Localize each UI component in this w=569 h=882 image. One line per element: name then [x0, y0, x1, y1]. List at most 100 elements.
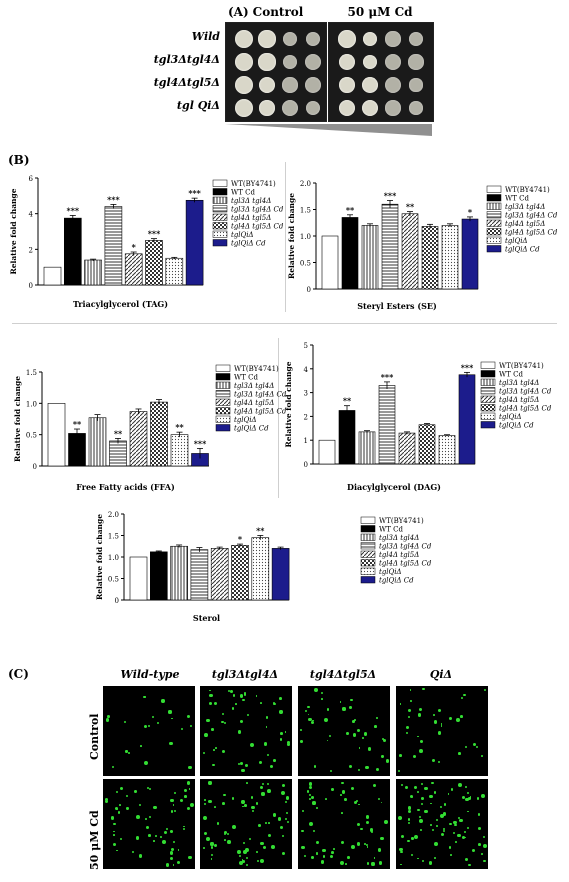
fluorescent-cell: [115, 807, 119, 811]
legend-label: WT Cd: [379, 526, 403, 534]
fluorescent-cell: [462, 795, 466, 799]
fluorescent-cell: [440, 813, 445, 818]
divider-top: [285, 162, 286, 312]
significance-mark: *: [132, 242, 137, 252]
fluorescent-cell: [208, 781, 212, 785]
legend-label: tgl3Δ tgl4Δ: [505, 203, 545, 211]
fluorescent-cell: [465, 798, 469, 802]
legend-label: tglQiΔ: [499, 413, 522, 421]
fluorescent-cell: [348, 706, 352, 709]
chart-title: Steryl Esters (SE): [357, 301, 437, 311]
fluorescent-cell: [309, 786, 313, 790]
fluorescent-cell: [411, 837, 414, 840]
fluorescent-cell: [132, 850, 135, 853]
fluorescent-cell: [304, 709, 308, 712]
fluorescent-cell: [159, 836, 162, 838]
fluorescent-cell: [284, 731, 287, 733]
fluorescent-cell: [352, 720, 356, 724]
fluorescent-cell: [323, 717, 328, 722]
fluorescent-cell: [107, 715, 110, 719]
fluorescent-cell: [186, 806, 190, 810]
fluorescent-cell: [469, 796, 472, 798]
cd-plate-title: 50 μM Cd: [347, 5, 413, 19]
fluorescent-cell: [411, 853, 414, 856]
bar: [124, 253, 143, 286]
fluorescent-cell: [362, 737, 365, 740]
fluorescent-cell: [242, 860, 245, 863]
fluorescent-cell: [428, 861, 433, 865]
fluorescent-cell: [139, 854, 143, 858]
fluorescent-cell: [212, 749, 215, 751]
fluorescent-cell: [440, 805, 443, 808]
legend-label: WT(BY4741): [231, 180, 276, 188]
fluorescent-cell: [344, 797, 348, 801]
bar: [165, 257, 184, 286]
bar: [109, 440, 127, 467]
bar: [338, 410, 356, 465]
legend-label: WT Cd: [499, 371, 523, 379]
panel-b-label: (B): [8, 153, 30, 167]
fluorescent-cell: [277, 817, 282, 821]
fluorescent-cell: [407, 806, 412, 810]
fluorescent-cell: [452, 831, 456, 835]
fluorescent-cell: [189, 725, 192, 728]
fluorescent-cell: [112, 822, 116, 826]
fluorescent-cell: [457, 833, 461, 838]
fluorescent-cell: [113, 830, 116, 833]
fluorescent-cell: [271, 845, 276, 850]
bar: [170, 545, 188, 601]
significance-mark: ***: [381, 372, 394, 382]
fluorescent-cell: [377, 848, 382, 852]
fluorescent-cell: [417, 735, 420, 738]
fluorescent-cell: [258, 761, 263, 765]
fluorescent-cell: [214, 844, 218, 848]
fluorescent-cell: [162, 840, 166, 844]
fluorescent-cell: [441, 832, 445, 837]
fluorescent-cell: [284, 800, 287, 803]
fluorescent-cell: [329, 770, 333, 773]
chart-title: Sterol: [193, 613, 220, 623]
fluorescent-cell: [147, 724, 151, 728]
bar: [64, 217, 82, 286]
fluorescent-cell: [419, 819, 423, 824]
fluorescent-cell: [266, 783, 269, 786]
fluorescent-cell: [365, 814, 370, 819]
y-tick-label: 0.5: [26, 432, 37, 440]
fluorescent-cell: [477, 813, 481, 816]
micro-row-cd: 50 μM Cd: [88, 810, 101, 870]
fluorescent-cell: [285, 795, 290, 800]
panel-c-label: (C): [8, 667, 29, 681]
fluorescent-cell: [442, 829, 446, 832]
fluorescent-cell: [170, 847, 175, 852]
fluorescent-cell: [261, 782, 265, 786]
fluorescent-cell: [165, 863, 169, 867]
bar: [378, 385, 396, 465]
fluorescent-cell: [401, 783, 404, 786]
fluorescent-cell: [417, 808, 420, 812]
significance-mark: *: [238, 534, 243, 544]
strain-label-wild: Wild: [191, 30, 220, 43]
fluorescent-cell: [363, 843, 366, 846]
fluorescent-cell: [380, 836, 384, 841]
fluorescent-cell: [399, 863, 402, 866]
fluorescent-cell: [321, 698, 323, 700]
colony-spot: [258, 30, 276, 48]
fluorescent-cell: [223, 721, 227, 725]
legend-swatch: [360, 576, 376, 584]
fluorescent-cell: [326, 708, 330, 712]
fluorescent-cell: [369, 828, 374, 832]
legend-swatch: [215, 373, 231, 381]
fluorescent-cell: [345, 732, 349, 736]
bar: [358, 431, 376, 465]
legend-label: tglQiΔ: [379, 568, 402, 576]
fluorescent-cell: [140, 745, 143, 747]
fluorescent-cell: [316, 807, 319, 810]
fluorescent-cell: [161, 699, 165, 703]
significance-mark: ***: [148, 229, 161, 239]
strain-label-tgl4-tgl5: tgl4Δtgl5Δ: [153, 76, 220, 89]
fluorescent-cell: [266, 753, 270, 757]
legend-swatch: [480, 378, 496, 386]
fluorescent-cell: [374, 725, 377, 728]
fluorescent-cell: [260, 841, 265, 846]
